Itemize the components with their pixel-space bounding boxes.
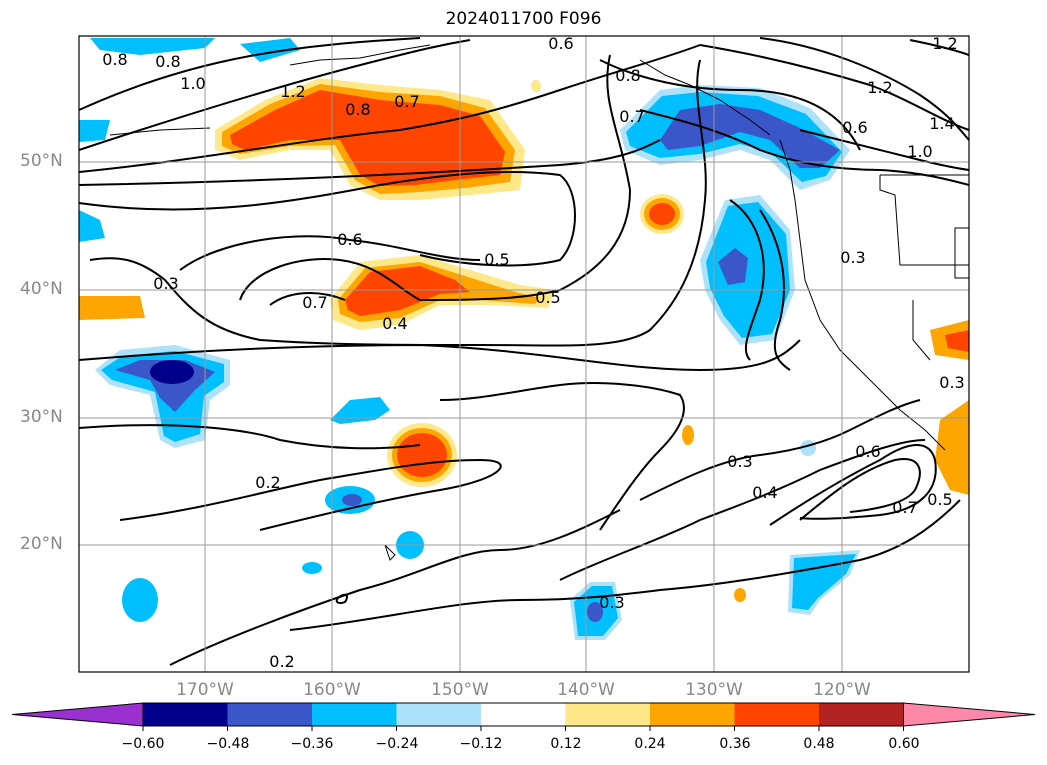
colorbar-swatch: [143, 703, 228, 726]
lon-label-170w: 170°W: [176, 680, 234, 700]
contour-label: 0.7: [619, 107, 644, 126]
contour-label: 0.8: [102, 50, 127, 69]
contour-label: 1.2: [280, 82, 305, 101]
contour-label: 0.6: [842, 118, 867, 137]
contour-label: 0.8: [615, 66, 640, 85]
colorbar-tick: −0.48: [206, 736, 250, 752]
colorbar-extend-low: [11, 702, 144, 727]
contour-label: 1.2: [932, 34, 957, 53]
contour-label: 0.5: [927, 490, 952, 509]
colorbar-extend-high: [903, 702, 1036, 727]
colorbar-tick: −0.36: [290, 736, 334, 752]
colorbar: [11, 702, 1036, 731]
lon-label-140w: 140°W: [557, 680, 615, 700]
contour-label: 0.2: [269, 652, 294, 671]
contour-label: 1.0: [180, 74, 205, 93]
colorbar-tick: 0.36: [719, 736, 751, 752]
contour-label: 0.8: [345, 100, 370, 119]
lon-label-150w: 150°W: [431, 680, 489, 700]
lon-label-130w: 130°W: [685, 680, 743, 700]
colorbar-frame: [142, 702, 904, 727]
contour-label-layer: 0.8 0.81.0 1.20.8 0.70.60.80.71.20.61.01.41…: [102, 34, 964, 671]
contour-label: 1.4: [929, 114, 954, 133]
lat-label-40n: 40°N: [20, 279, 63, 299]
lon-label-120w: 120°W: [813, 680, 871, 700]
colorbar-swatch: [396, 703, 482, 726]
contour-label: 0.3: [939, 373, 964, 392]
colorbar-swatch: [565, 703, 651, 726]
colorbar-tick: −0.60: [121, 736, 165, 752]
contour-label: 0.4: [382, 314, 407, 333]
contour-label: 0.6: [548, 34, 573, 53]
colorbar-tick: 0.48: [803, 736, 835, 752]
lat-label-30n: 30°N: [20, 407, 63, 427]
colorbar-swatch: [227, 703, 313, 726]
contour-label: 0.3: [599, 593, 624, 612]
colorbar-tick: −0.12: [459, 736, 503, 752]
contour-label: 0.6: [337, 230, 362, 249]
colorbar-swatch: [650, 703, 735, 726]
contour-label: 0.7: [892, 498, 917, 517]
contour-label: 0.4: [752, 483, 777, 502]
colorbar-swatch: [734, 703, 820, 726]
contour-label: 0.7: [302, 293, 327, 312]
graticule: [79, 36, 969, 672]
contour-label: 0.3: [153, 274, 178, 293]
lon-label-160w: 160°W: [303, 680, 361, 700]
contour-label: 0.7: [394, 92, 419, 111]
contour-label: 0.5: [535, 288, 560, 307]
contour-label: 1.2: [867, 78, 892, 97]
colorbar-swatch: [819, 703, 904, 726]
contour-label: 0.2: [255, 473, 280, 492]
colorbar-tick: 0.12: [550, 736, 582, 752]
colorbar-tick: −0.24: [375, 736, 419, 752]
contour-label: 0.3: [727, 452, 752, 471]
map-title: 2024011700 F096: [445, 9, 602, 29]
colorbar-swatch: [312, 703, 397, 726]
colorbar-swatch: [481, 703, 566, 726]
contour-label: 0.8: [155, 52, 180, 71]
contour-label: 0.5: [484, 250, 509, 269]
contour-lines: [78, 37, 970, 666]
lat-label-20n: 20°N: [20, 534, 63, 554]
contour-label: 0.3: [840, 248, 865, 267]
lat-label-50n: 50°N: [20, 151, 63, 171]
contour-label: 1.0: [907, 142, 932, 161]
colorbar-tick: 0.24: [634, 736, 666, 752]
map-frame: [78, 35, 970, 673]
colorbar-tick: 0.60: [888, 736, 920, 752]
contour-label: 0.6: [855, 442, 880, 461]
